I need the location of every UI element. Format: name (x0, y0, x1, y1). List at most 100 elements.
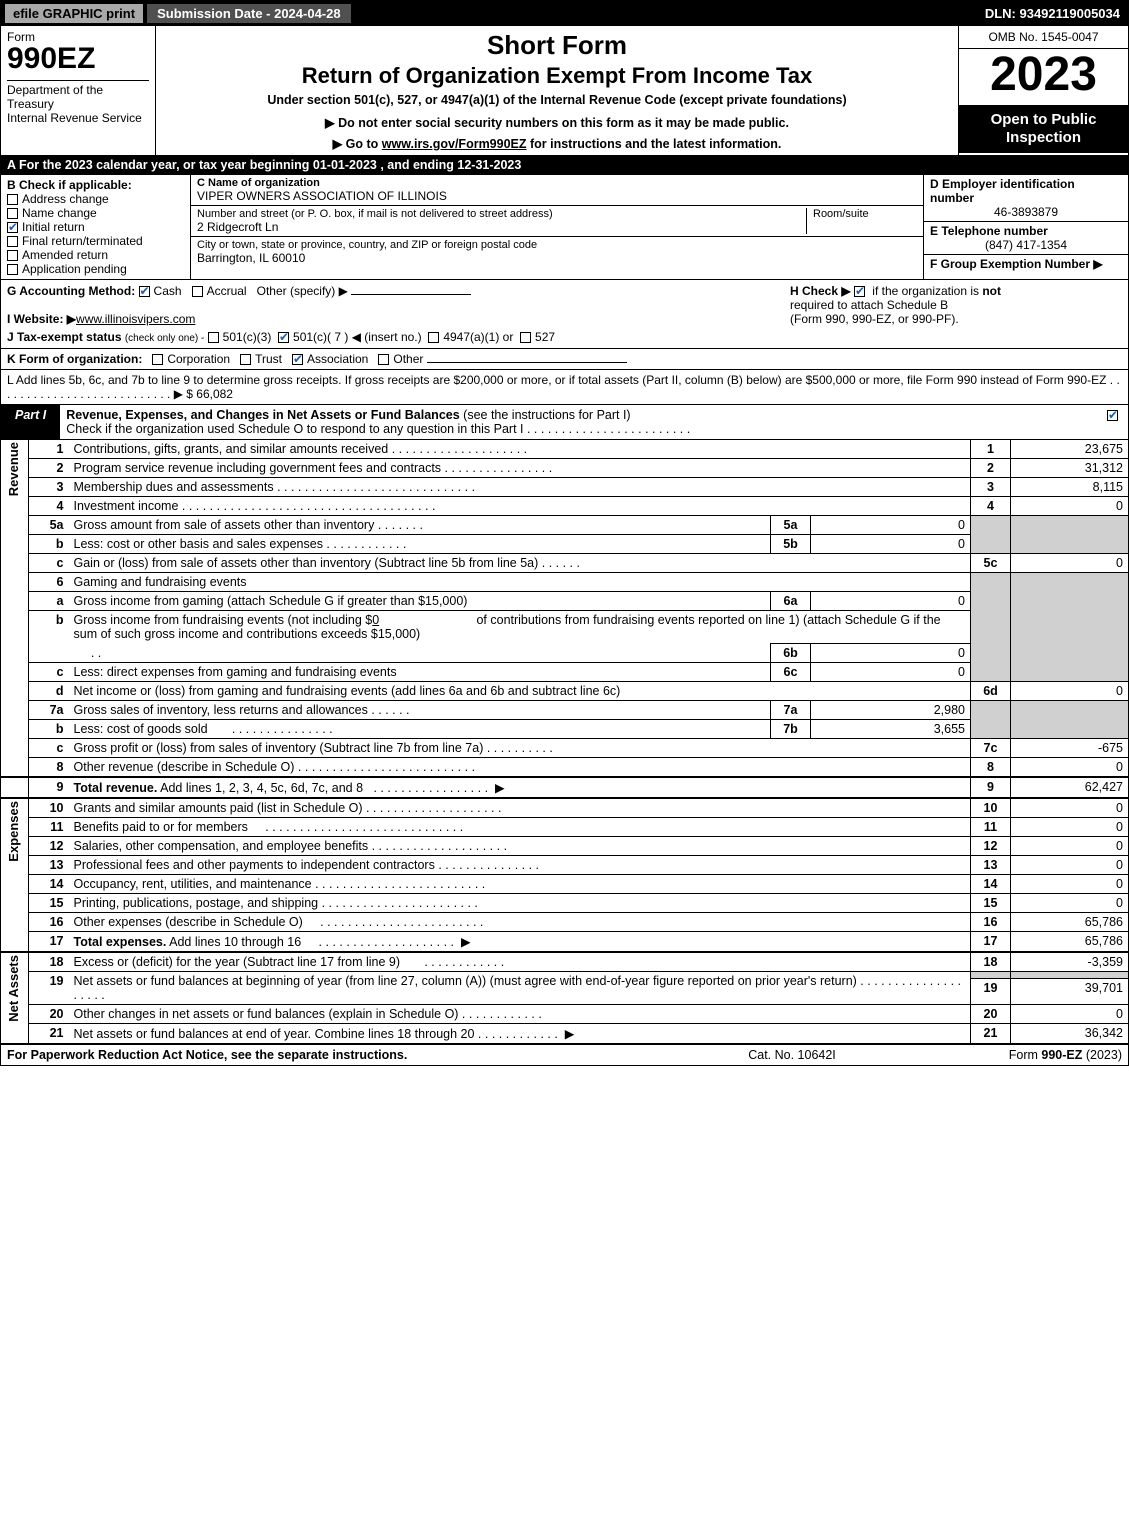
footer-formref: Form 990-EZ (2023) (922, 1048, 1122, 1062)
chk-name-change-label: Name change (22, 206, 97, 220)
line-16: 16 Other expenses (describe in Schedule … (1, 913, 1129, 932)
ln-13-txt: Professional fees and other payments to … (69, 856, 971, 875)
chk-final-return[interactable]: Final return/terminated (7, 234, 184, 248)
chk-accrual[interactable] (192, 286, 203, 297)
ln-7b-num: b (29, 720, 69, 739)
ln-11-txt: Benefits paid to or for members . . . . … (69, 818, 971, 837)
chk-501c3[interactable] (208, 332, 219, 343)
tel-value: (847) 417-1354 (930, 238, 1122, 252)
lbl-trust: Trust (255, 352, 282, 366)
ln-19-txt: Net assets or fund balances at beginning… (69, 972, 971, 1005)
submission-date: Submission Date - 2024-04-28 (147, 4, 351, 23)
ln-6-txt: Gaming and fundraising events (69, 573, 971, 592)
footer-form-prefix: Form (1009, 1048, 1042, 1062)
other-method-input[interactable] (351, 294, 471, 295)
other-org-input[interactable] (427, 362, 627, 363)
ln-7b-txt: Less: cost of goods sold . . . . . . . .… (69, 720, 771, 739)
row-j-tax-exempt: J Tax-exempt status (check only one) - 5… (7, 330, 782, 344)
part-i-sub-dots: . . . . . . . . . . . . . . . . . . . . … (527, 422, 690, 436)
chk-name-change[interactable]: Name change (7, 206, 184, 220)
ln-4-num: 4 (29, 497, 69, 516)
chk-association[interactable] (292, 354, 303, 365)
b-label: B Check if applicable: (7, 178, 184, 192)
part-i-checkbox-cell (1092, 405, 1128, 439)
efile-print-button[interactable]: efile GRAPHIC print (5, 4, 143, 23)
lbl-accrual: Accrual (207, 284, 247, 298)
ln-9-txt: Total revenue. Add lines 1, 2, 3, 4, 5c,… (69, 777, 971, 798)
part-i-grid: Revenue 1 Contributions, gifts, grants, … (0, 440, 1129, 1044)
ln-5c-val: 0 (1011, 554, 1129, 573)
lbl-501c: 501(c)( 7 ) ◀ (insert no.) (293, 330, 422, 344)
lbl-501c3: 501(c)(3) (223, 330, 272, 344)
h-text3: required to attach Schedule B (790, 298, 948, 312)
part-i-paren: (see the instructions for Part I) (463, 408, 630, 422)
chk-cash[interactable] (139, 286, 150, 297)
ln-8-rn: 8 (971, 758, 1011, 778)
chk-527[interactable] (520, 332, 531, 343)
ln-19-num: 19 (29, 972, 69, 1005)
ln-19-val-grey (1011, 972, 1129, 979)
line-7c: c Gross profit or (loss) from sales of i… (1, 739, 1129, 758)
l-value: ▶ $ 66,082 (174, 387, 233, 401)
goto-prefix: ▶ Go to (333, 137, 382, 151)
ln-7c-rn: 7c (971, 739, 1011, 758)
ln-7ab-val-grey (1011, 701, 1129, 739)
street-value: 2 Ridgecroft Ln (197, 220, 800, 234)
ln-7b-sub: 7b (771, 720, 811, 739)
line-17: 17 Total expenses. Add lines 10 through … (1, 932, 1129, 953)
ln-15-num: 15 (29, 894, 69, 913)
chk-4947[interactable] (428, 332, 439, 343)
ln-9-side (1, 777, 29, 798)
ln-10-rn: 10 (971, 798, 1011, 818)
ln-13-val: 0 (1011, 856, 1129, 875)
lbl-other-method: Other (specify) ▶ (257, 284, 348, 298)
ln-2-num: 2 (29, 459, 69, 478)
ln-5c-num: c (29, 554, 69, 573)
chk-final-return-label: Final return/terminated (22, 234, 143, 248)
ln-12-val: 0 (1011, 837, 1129, 856)
chk-corporation[interactable] (152, 354, 163, 365)
ln-7a-sub: 7a (771, 701, 811, 720)
part-i-title: Revenue, Expenses, and Changes in Net As… (60, 405, 1092, 439)
ln-6b-txt1: Gross income from fundraising events (no… (74, 613, 373, 627)
irs-link[interactable]: www.irs.gov/Form990EZ (382, 137, 527, 151)
ln-11-num: 11 (29, 818, 69, 837)
chk-address-change-label: Address change (22, 192, 109, 206)
ln-3-num: 3 (29, 478, 69, 497)
chk-trust[interactable] (240, 354, 251, 365)
ln-14-val: 0 (1011, 875, 1129, 894)
h-not: not (982, 284, 1001, 298)
ln-6c-txt: Less: direct expenses from gaming and fu… (69, 663, 771, 682)
ln-16-val: 65,786 (1011, 913, 1129, 932)
ln-1-num: 1 (29, 440, 69, 459)
chk-other-org[interactable] (378, 354, 389, 365)
h-text2: if the organization is (872, 284, 982, 298)
ein-label: D Employer identification number (930, 177, 1122, 205)
ln-7c-txt: Gross profit or (loss) from sales of inv… (69, 739, 971, 758)
chk-schedule-b[interactable] (854, 286, 865, 297)
ln-15-txt: Printing, publications, postage, and shi… (69, 894, 971, 913)
i-label: I Website: ▶ (7, 312, 76, 326)
ln-5a-sub: 5a (771, 516, 811, 535)
ln-13-num: 13 (29, 856, 69, 875)
chk-initial-return[interactable]: Initial return (7, 220, 184, 234)
city-label: City or town, state or province, country… (197, 239, 917, 251)
chk-amended-return[interactable]: Amended return (7, 248, 184, 262)
line-9: 9 Total revenue. Add lines 1, 2, 3, 4, 5… (1, 777, 1129, 798)
chk-schedule-o-part-i[interactable] (1107, 410, 1118, 421)
footer-form-num: 990-EZ (1041, 1048, 1082, 1062)
ln-21-val: 36,342 (1011, 1024, 1129, 1044)
footer-paperwork: For Paperwork Reduction Act Notice, see … (7, 1048, 662, 1062)
ln-20-num: 20 (29, 1005, 69, 1024)
ln-5b-subval: 0 (811, 535, 971, 554)
ln-18-txt: Excess or (deficit) for the year (Subtra… (69, 952, 971, 972)
omb-number: OMB No. 1545-0047 (959, 26, 1128, 49)
ln-2-rn: 2 (971, 459, 1011, 478)
g-label: G Accounting Method: (7, 284, 135, 298)
ln-10-num: 10 (29, 798, 69, 818)
part-i-tag: Part I (1, 405, 60, 439)
chk-501c[interactable] (278, 332, 289, 343)
chk-application-pending[interactable]: Application pending (7, 262, 184, 276)
line-6: 6 Gaming and fundraising events (1, 573, 1129, 592)
chk-address-change[interactable]: Address change (7, 192, 184, 206)
